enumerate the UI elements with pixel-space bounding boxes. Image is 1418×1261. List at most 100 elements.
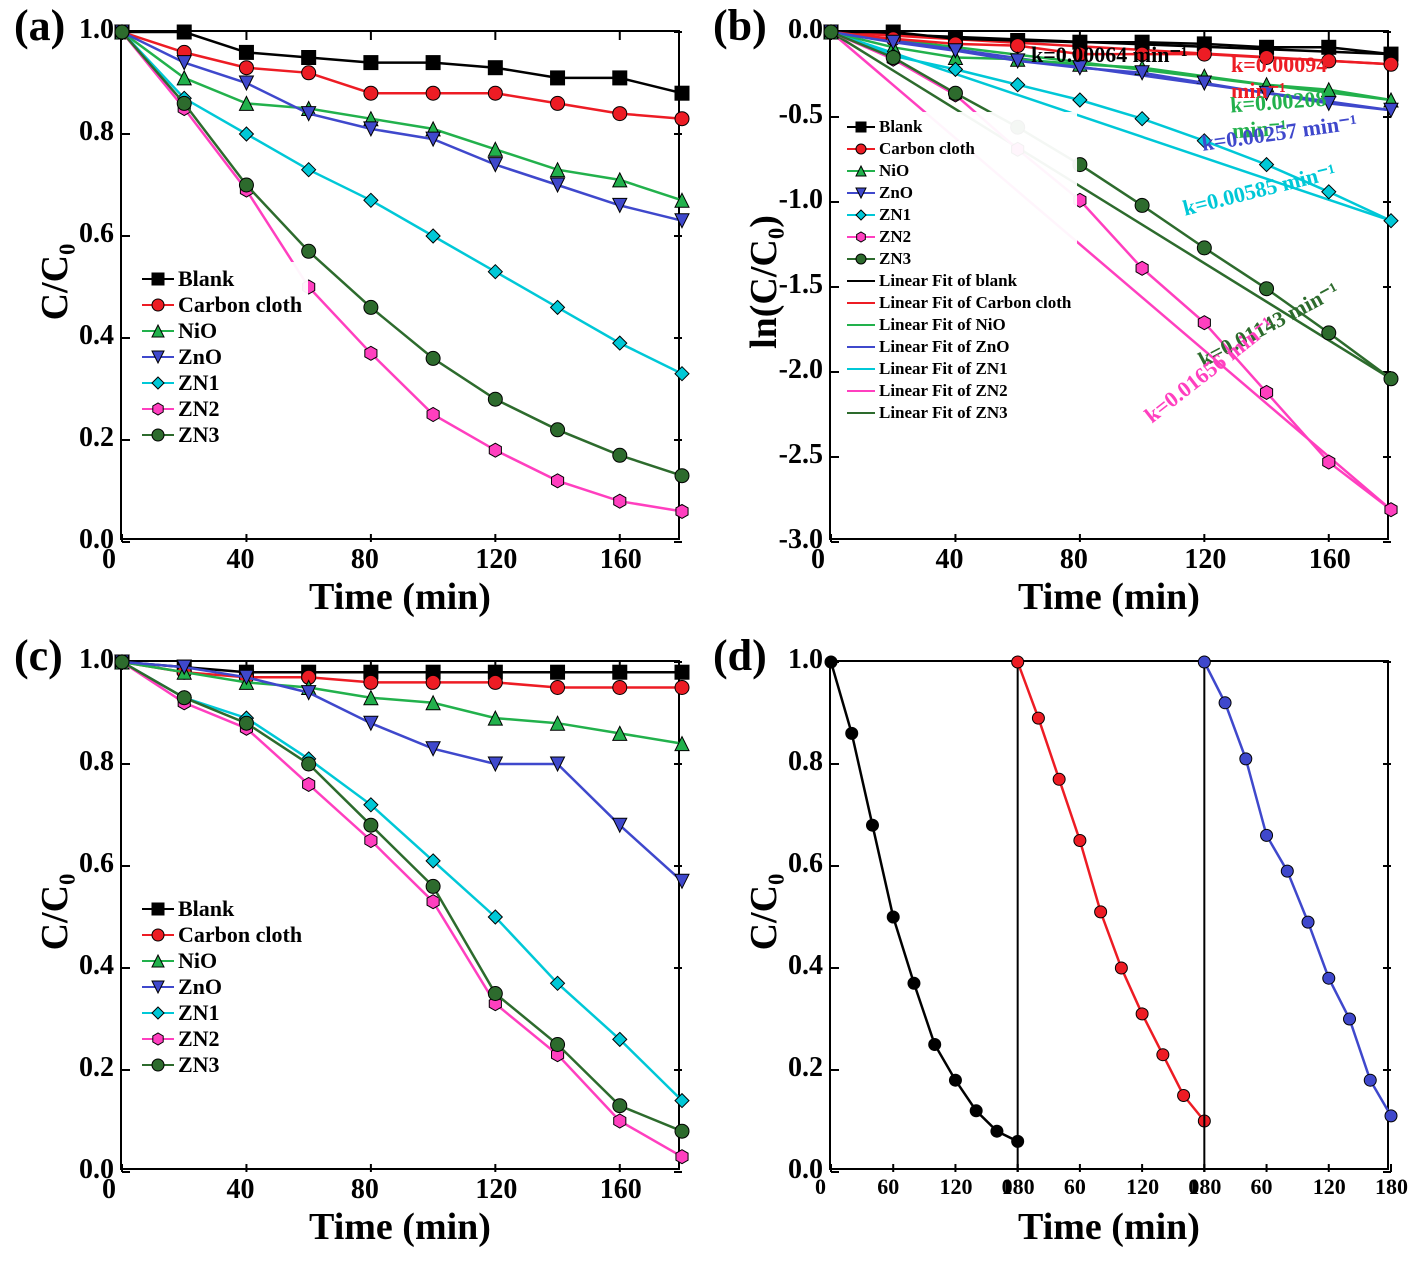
panel-a-xlabel: Time (min) (120, 575, 680, 619)
legend-label: ZN2 (178, 396, 220, 422)
legend-label: ZnO (178, 344, 222, 370)
xtick-label: 160 (600, 544, 642, 576)
xtick-label: 80 (351, 544, 379, 576)
ytick-label: 0.2 (788, 1052, 823, 1084)
xtick-label: 180 (1375, 1174, 1408, 1200)
panel-a-label: (a) (14, 0, 65, 51)
legend-item: ZN3 (142, 422, 302, 448)
legend-label: Linear Fit of ZN3 (879, 403, 1008, 423)
legend-item: Linear Fit of ZN2 (847, 380, 1071, 402)
xtick-label: 80 (1060, 544, 1088, 576)
panel-d-xlabel: Time (min) (829, 1205, 1389, 1249)
legend-label: Blank (178, 896, 234, 922)
legend-label: Linear Fit of NiO (879, 315, 1006, 335)
legend-label: ZN1 (178, 370, 220, 396)
legend-item: Carbon cloth (142, 922, 302, 948)
legend-item: Carbon cloth (142, 292, 302, 318)
panel-c-legend: BlankCarbon clothNiOZnOZN1ZN2ZN3 (136, 892, 308, 1082)
ytick-label: 1.0 (788, 644, 823, 676)
ytick-label: -0.5 (779, 99, 823, 131)
legend-item: ZN3 (847, 248, 1071, 270)
legend-item: ZN2 (142, 396, 302, 422)
legend-item: Linear Fit of ZN1 (847, 358, 1071, 380)
xtick-label: 40 (226, 544, 254, 576)
legend-label: Linear Fit of ZnO (879, 337, 1010, 357)
panel-b-xlabel: Time (min) (829, 575, 1389, 619)
ytick-label: 0.6 (788, 848, 823, 880)
ytick-label: 0.8 (79, 116, 114, 148)
legend-item: Carbon cloth (847, 138, 1071, 160)
panel-b-label: (b) (713, 0, 767, 51)
panel-a-plot: BlankCarbon clothNiOZnOZN1ZN2ZN3 (120, 30, 680, 540)
ytick-label: 0.8 (788, 746, 823, 778)
legend-label: NiO (178, 318, 217, 344)
legend-label: Linear Fit of blank (879, 271, 1017, 291)
panel-c-label: (c) (14, 630, 63, 681)
xtick-label: 40 (935, 544, 963, 576)
panel-d-plot (829, 660, 1389, 1170)
legend-label: ZnO (178, 974, 222, 1000)
legend-item: Blank (847, 116, 1071, 138)
xtick-label: 160 (600, 1174, 642, 1206)
xtick-label: 120 (939, 1174, 972, 1200)
legend-item: Linear Fit of NiO (847, 314, 1071, 336)
legend-label: ZN2 (178, 1026, 220, 1052)
xtick-label: 60 (1064, 1174, 1086, 1200)
panel-a-legend: BlankCarbon clothNiOZnOZN1ZN2ZN3 (136, 262, 308, 452)
legend-item: ZnO (847, 182, 1071, 204)
ytick-label: -2.5 (779, 439, 823, 471)
ytick-label: 0.6 (79, 848, 114, 880)
legend-label: ZN1 (879, 205, 911, 225)
legend-item: Linear Fit of ZnO (847, 336, 1071, 358)
ytick-label: 0.8 (79, 746, 114, 778)
legend-label: Carbon cloth (178, 292, 302, 318)
legend-label: NiO (178, 948, 217, 974)
xtick-label: 160 (1309, 544, 1351, 576)
ytick-label: -1.0 (779, 184, 823, 216)
legend-item: NiO (847, 160, 1071, 182)
panel-b-legend: BlankCarbon clothNiOZnOZN1ZN2ZN3Linear F… (841, 112, 1077, 428)
panel-a: (a) BlankCarbon clothNiOZnOZN1ZN2ZN3 C/C… (0, 0, 709, 630)
legend-item: ZnO (142, 974, 302, 1000)
ytick-label: 0.4 (79, 320, 114, 352)
ytick-label: 0.4 (788, 950, 823, 982)
legend-label: Linear Fit of ZN2 (879, 381, 1008, 401)
xtick-label: 0 (811, 544, 825, 576)
legend-item: NiO (142, 318, 302, 344)
xtick-label: 0 (102, 1174, 116, 1206)
legend-item: ZN1 (847, 204, 1071, 226)
panel-c-plot: BlankCarbon clothNiOZnOZN1ZN2ZN3 (120, 660, 680, 1170)
legend-item: Linear Fit of blank (847, 270, 1071, 292)
ytick-label: 0.4 (79, 950, 114, 982)
xtick-label: 120 (1126, 1174, 1159, 1200)
legend-item: Blank (142, 896, 302, 922)
panel-c-ylabel: C/C₀ (33, 832, 77, 992)
ytick-label: 0.2 (79, 422, 114, 454)
xtick-label: 60 (1251, 1174, 1273, 1200)
legend-item: ZnO (142, 344, 302, 370)
ytick-label: 0.2 (79, 1052, 114, 1084)
rate-constant-label: k=0.00064 min⁻¹ (1031, 42, 1188, 68)
legend-label: Blank (879, 117, 922, 137)
legend-label: Linear Fit of Carbon cloth (879, 293, 1071, 313)
panel-d-svg (831, 662, 1391, 1172)
legend-item: ZN3 (142, 1052, 302, 1078)
panel-d-label: (d) (713, 630, 767, 681)
panel-c-xlabel: Time (min) (120, 1205, 680, 1249)
xtick-label: 120 (475, 1174, 517, 1206)
panel-d: (d) C/C₀ Time (min) 0.00.20.40.60.81.0 0… (709, 630, 1418, 1260)
xtick-label: 0 (1188, 1174, 1199, 1200)
panel-a-ylabel: C/C₀ (33, 202, 77, 362)
legend-label: ZN3 (879, 249, 911, 269)
legend-item: Linear Fit of ZN3 (847, 402, 1071, 424)
xtick-label: 0 (1002, 1174, 1013, 1200)
xtick-label: 0 (102, 544, 116, 576)
legend-label: Carbon cloth (879, 139, 975, 159)
ytick-label: 0.0 (788, 14, 823, 46)
panel-b: (b) BlankCarbon clothNiOZnOZN1ZN2ZN3Line… (709, 0, 1418, 630)
ytick-label: 0.6 (79, 218, 114, 250)
legend-label: Blank (178, 266, 234, 292)
legend-label: ZN2 (879, 227, 911, 247)
legend-item: ZN2 (847, 226, 1071, 248)
legend-item: Linear Fit of Carbon cloth (847, 292, 1071, 314)
